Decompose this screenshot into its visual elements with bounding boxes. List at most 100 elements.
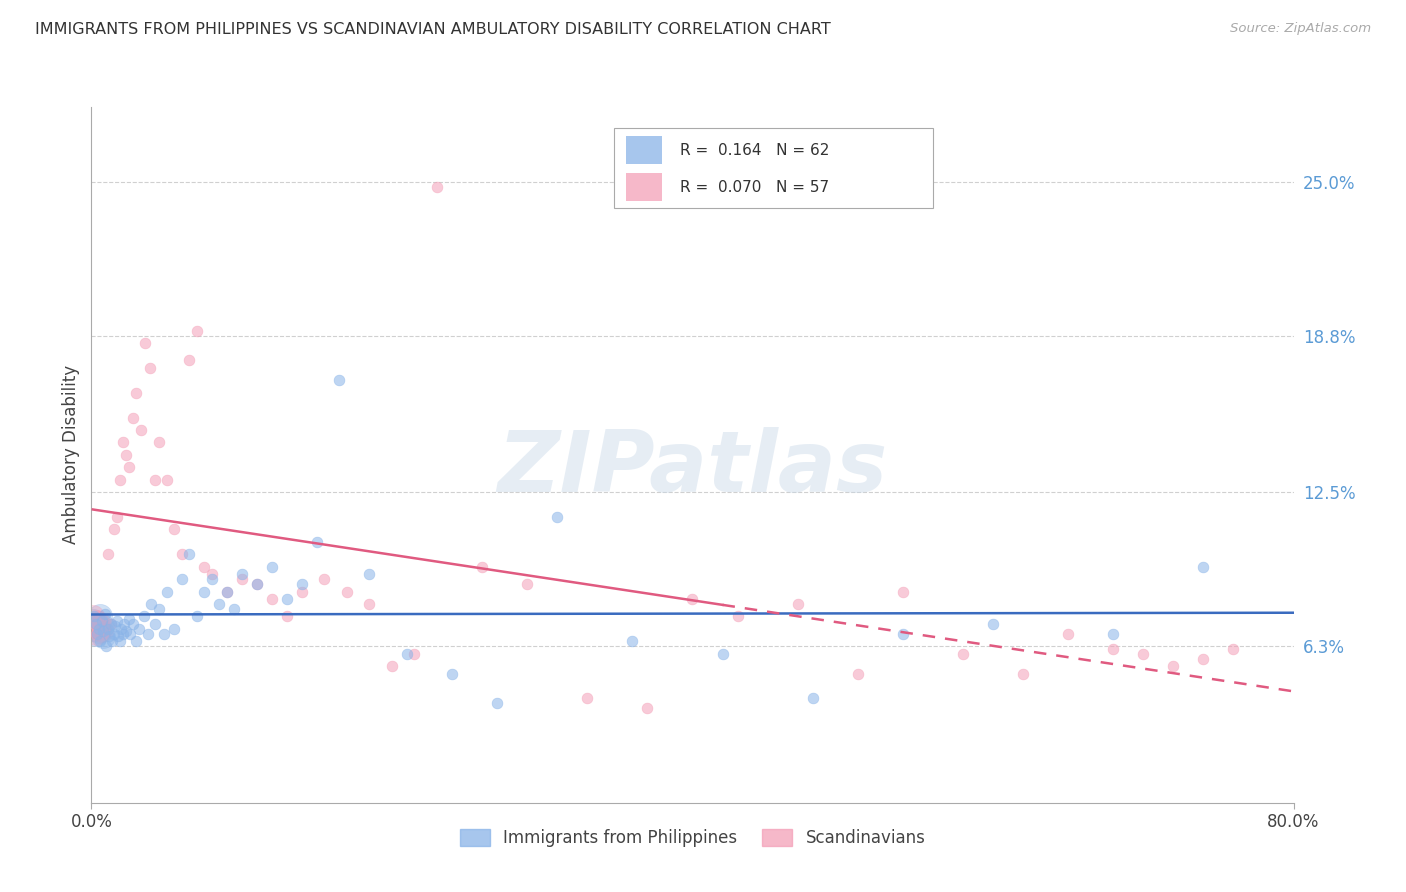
Point xyxy=(139,361,162,376)
Point xyxy=(711,647,734,661)
Point xyxy=(105,510,128,524)
Point xyxy=(1161,659,1184,673)
Point xyxy=(89,616,111,631)
Point xyxy=(89,609,111,624)
Point xyxy=(404,647,426,661)
Point xyxy=(83,616,105,631)
Point xyxy=(636,701,658,715)
Legend: Immigrants from Philippines, Scandinavians: Immigrants from Philippines, Scandinavia… xyxy=(453,822,932,854)
Point xyxy=(727,609,749,624)
Point xyxy=(246,577,269,591)
Point xyxy=(143,473,166,487)
Point xyxy=(82,609,104,624)
Point xyxy=(108,473,131,487)
Point xyxy=(516,577,538,591)
Point xyxy=(148,435,170,450)
Point xyxy=(426,179,449,194)
Point xyxy=(90,619,112,633)
Point xyxy=(110,622,132,636)
Point xyxy=(786,597,808,611)
Bar xyxy=(626,136,662,164)
Text: R =  0.070   N = 57: R = 0.070 N = 57 xyxy=(681,179,830,194)
Point xyxy=(138,627,160,641)
Point xyxy=(1132,647,1154,661)
Point xyxy=(97,622,120,636)
Point xyxy=(193,584,215,599)
Point xyxy=(120,627,142,641)
FancyBboxPatch shape xyxy=(614,128,934,208)
Point xyxy=(148,602,170,616)
Point xyxy=(177,547,200,561)
Point xyxy=(125,634,148,648)
Point xyxy=(84,627,107,641)
Point xyxy=(155,584,177,599)
Point xyxy=(155,473,177,487)
Point xyxy=(471,559,494,574)
Point xyxy=(952,647,974,661)
Point xyxy=(546,510,568,524)
Point xyxy=(87,624,110,639)
Point xyxy=(260,559,283,574)
Point xyxy=(103,627,125,641)
Point xyxy=(125,385,148,400)
Point xyxy=(305,535,328,549)
Point xyxy=(260,592,283,607)
Point xyxy=(440,666,463,681)
Point xyxy=(395,647,418,661)
Point xyxy=(118,460,141,475)
Point xyxy=(621,634,644,648)
Point xyxy=(141,597,163,611)
Point xyxy=(1012,666,1035,681)
Point xyxy=(82,615,104,629)
Point xyxy=(115,624,138,639)
Point xyxy=(681,592,703,607)
Point xyxy=(84,616,107,631)
Point xyxy=(215,584,238,599)
Point xyxy=(215,584,238,599)
Point xyxy=(114,616,136,631)
Point xyxy=(1192,559,1215,574)
Point xyxy=(291,584,314,599)
Point xyxy=(108,634,131,648)
Point xyxy=(122,616,145,631)
Point xyxy=(381,659,404,673)
Point xyxy=(111,627,134,641)
Point xyxy=(152,627,174,641)
Point xyxy=(107,629,129,643)
Point xyxy=(231,567,253,582)
Point xyxy=(193,559,215,574)
Point xyxy=(83,619,105,633)
Point xyxy=(122,410,145,425)
Point xyxy=(801,691,824,706)
Point xyxy=(86,627,108,641)
Point xyxy=(98,629,121,643)
Point xyxy=(1102,641,1125,656)
Point xyxy=(186,324,208,338)
Point xyxy=(224,602,246,616)
Text: ZIPatlas: ZIPatlas xyxy=(498,427,887,510)
Point xyxy=(891,627,914,641)
Point xyxy=(143,616,166,631)
Point xyxy=(276,592,298,607)
Point xyxy=(103,523,125,537)
Point xyxy=(94,607,117,621)
Point xyxy=(96,639,118,653)
Point xyxy=(1192,651,1215,665)
Point xyxy=(486,697,509,711)
Point xyxy=(186,609,208,624)
Point xyxy=(981,616,1004,631)
Point xyxy=(1057,627,1080,641)
Point xyxy=(134,336,156,351)
Point xyxy=(83,622,105,636)
Point xyxy=(163,523,186,537)
Point xyxy=(314,572,336,586)
Point xyxy=(83,609,105,624)
Point xyxy=(891,584,914,599)
Point xyxy=(129,423,152,437)
Point xyxy=(86,616,108,631)
Text: IMMIGRANTS FROM PHILIPPINES VS SCANDINAVIAN AMBULATORY DISABILITY CORRELATION CH: IMMIGRANTS FROM PHILIPPINES VS SCANDINAV… xyxy=(35,22,831,37)
Point xyxy=(201,572,224,586)
Point xyxy=(170,572,193,586)
Point xyxy=(93,624,115,639)
Point xyxy=(576,691,599,706)
